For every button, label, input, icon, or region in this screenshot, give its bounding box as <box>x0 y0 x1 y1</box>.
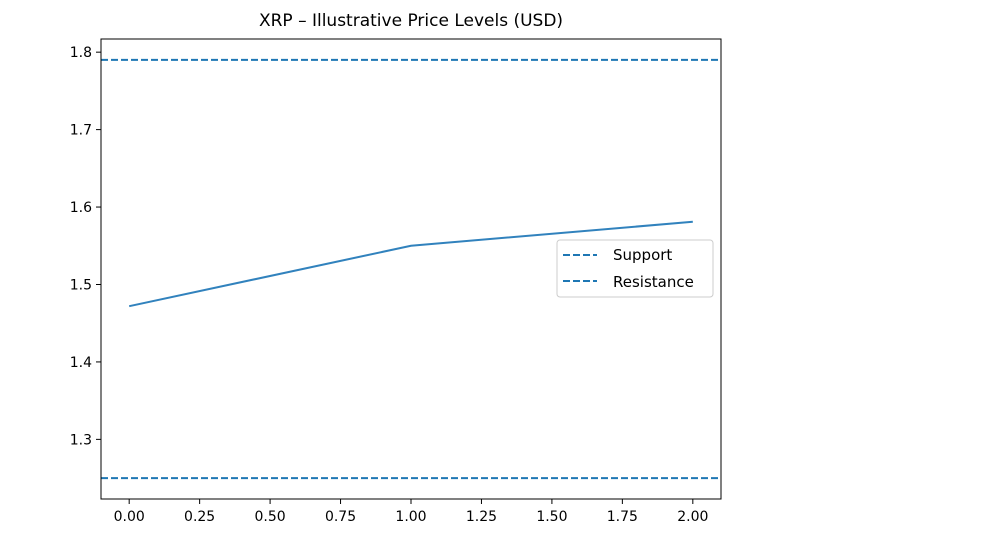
x-tick-label: 1.00 <box>395 509 426 525</box>
x-tick-label: 0.25 <box>184 509 215 525</box>
x-tick-label: 1.75 <box>607 509 638 525</box>
x-tick-label: 0.75 <box>325 509 356 525</box>
legend-support-label: Support <box>613 246 672 264</box>
y-tick-label: 1.8 <box>70 45 92 61</box>
y-tick-label: 1.4 <box>70 355 92 371</box>
x-tick-label: 2.00 <box>677 509 708 525</box>
y-tick-label: 1.6 <box>70 200 92 216</box>
x-tick-label: 1.50 <box>536 509 567 525</box>
y-tick-label: 1.3 <box>70 432 92 448</box>
x-tick-label: 0.00 <box>114 509 145 525</box>
legend: Support Resistance <box>556 239 714 298</box>
x-tick-label: 0.50 <box>255 509 286 525</box>
x-tick-label: 1.25 <box>466 509 497 525</box>
y-tick-label: 1.5 <box>70 277 92 293</box>
y-tick-label: 1.7 <box>70 123 92 139</box>
price-line <box>128 220 693 308</box>
chart-title: XRP – Illustrative Price Levels (USD) <box>259 11 563 31</box>
legend-resistance-label: Resistance <box>613 273 694 291</box>
